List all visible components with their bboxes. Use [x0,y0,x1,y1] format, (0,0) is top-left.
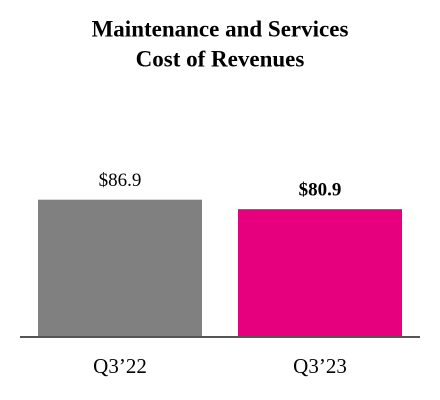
bar [238,209,402,337]
x-tick-label: Q3’22 [93,354,147,378]
x-tick-label: Q3’23 [293,354,347,378]
value-label: $80.9 [299,180,342,201]
bar [38,199,202,337]
chart-title: Cost of Revenues [136,46,305,71]
value-label: $86.9 [99,170,142,191]
chart-title: Maintenance and Services [92,16,349,41]
